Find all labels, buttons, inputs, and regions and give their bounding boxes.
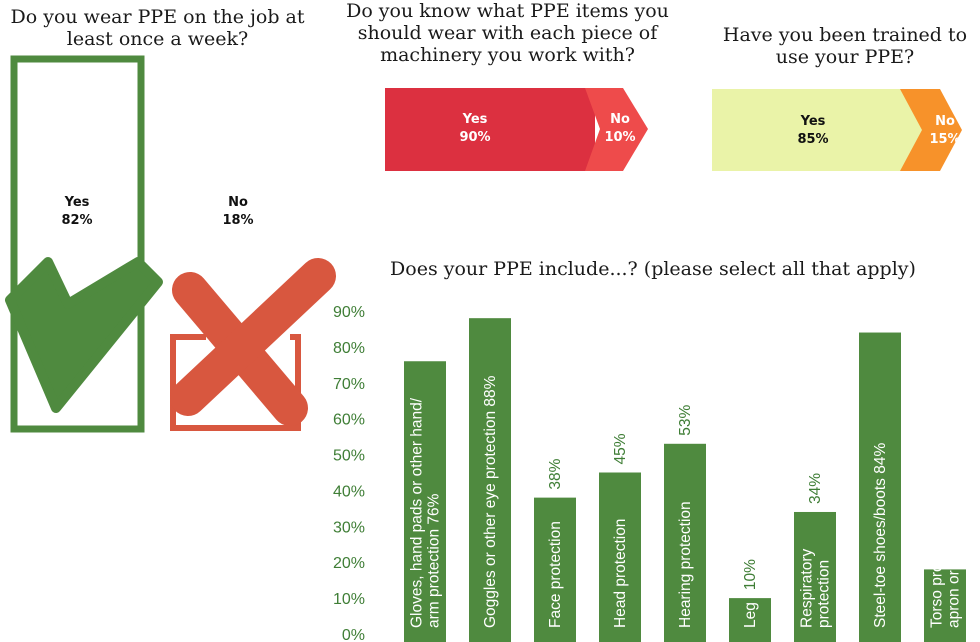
q3-no-arrow [900, 89, 962, 171]
bar-category-label: Steel-toe shoes/boots 84% [872, 443, 889, 628]
bar-value-label: 38% [547, 458, 564, 489]
bar-value-label: 53% [677, 405, 694, 436]
q2-yes-bar [385, 88, 595, 171]
q1-no-text: No [228, 195, 248, 210]
q3-yes-bar [712, 89, 922, 171]
q2-no-value: 10% [604, 130, 636, 145]
q1-no-label: No 18% [205, 194, 271, 230]
y-tick-label: 20% [333, 555, 365, 572]
bar-series: Gloves, hand pads or other hand/arm prot… [404, 318, 966, 642]
q2-title-line-3: machinery you work with? [380, 44, 635, 66]
bar-category-label: Leg protection [742, 530, 759, 628]
q1-yes-label: Yes 82% [44, 194, 110, 230]
bar-category-label: Respiratory [799, 549, 816, 628]
q2-no-label: No 10% [600, 111, 640, 147]
bar [859, 332, 901, 642]
bar-category-label: protection [816, 560, 833, 628]
bar-value-label: 34% [807, 473, 824, 504]
chart-title: Does your PPE include...? (please select… [390, 258, 916, 280]
q2-yes-value: 90% [459, 130, 491, 145]
bar [924, 569, 966, 642]
q1-no-value: 18% [222, 213, 254, 228]
q3-yes-text: Yes [800, 114, 826, 129]
y-axis: 0% 10% 20% 30% 40% 50% 60% 70% 80% 90% [333, 304, 365, 642]
bar [599, 472, 641, 642]
bar-category-label: Head protection [612, 519, 629, 628]
q3-no-label: No 15% [925, 113, 965, 149]
bar-category-label: Face protection [547, 521, 564, 628]
bar-category-label: arm protection 76% [426, 493, 443, 628]
bar [534, 497, 576, 642]
q1-no-box [170, 334, 301, 431]
y-tick-label: 30% [333, 519, 365, 536]
cross-icon [170, 258, 336, 426]
q1-title-line-1: Do you wear PPE on the job at [10, 6, 305, 28]
q1-yes-box [10, 55, 145, 433]
q2-no-text: No [610, 112, 630, 127]
bar-category-label: Hearing protection [677, 501, 694, 628]
q3-no-value: 15% [929, 132, 961, 147]
q3-title-line-1: Have you been trained to [722, 24, 968, 46]
bar [469, 318, 511, 642]
y-tick-label: 10% [333, 591, 365, 608]
q2-no-arrow [585, 88, 648, 171]
bar-category-label: apron or coverall 18% [946, 477, 963, 628]
y-tick-label: 90% [333, 304, 365, 321]
q2-yes-text: Yes [462, 112, 488, 127]
y-tick-label: 0% [342, 627, 365, 642]
bar-category-label: Goggles or other eye protection 88% [482, 375, 499, 628]
q3-yes-label: Yes 85% [778, 113, 848, 149]
q2-title-line-2: should wear with each piece of [357, 22, 658, 44]
y-tick-label: 40% [333, 483, 365, 500]
bar [664, 443, 706, 642]
y-tick-label: 50% [333, 448, 365, 465]
q1-title: Do you wear PPE on the job at least once… [0, 6, 315, 50]
bar-category-label: Torso protection such as an [929, 438, 946, 628]
q3-yes-value: 85% [797, 132, 829, 147]
checkmark-icon [5, 257, 163, 413]
q3-no-text: No [935, 114, 955, 129]
q3-title-line-2: use your PPE? [775, 46, 915, 68]
q2-yes-label: Yes 90% [440, 111, 510, 147]
bar-value-label: 45% [612, 433, 629, 464]
q1-yes-text: Yes [64, 195, 90, 210]
bar [404, 361, 446, 642]
q3-title: Have you been trained to use your PPE? [700, 24, 980, 68]
bar-category-label: Gloves, hand pads or other hand/ [409, 397, 426, 628]
q1-title-line-2: least once a week? [66, 28, 249, 50]
q2-title-line-1: Do you know what PPE items you [346, 0, 669, 22]
bar-value-label: 10% [742, 559, 759, 590]
bar [729, 598, 771, 642]
y-tick-label: 70% [333, 376, 365, 393]
y-tick-label: 60% [333, 412, 365, 429]
bar [794, 511, 836, 642]
q2-title: Do you know what PPE items you should we… [340, 0, 675, 66]
y-tick-label: 80% [333, 340, 365, 357]
q1-yes-value: 82% [61, 213, 93, 228]
